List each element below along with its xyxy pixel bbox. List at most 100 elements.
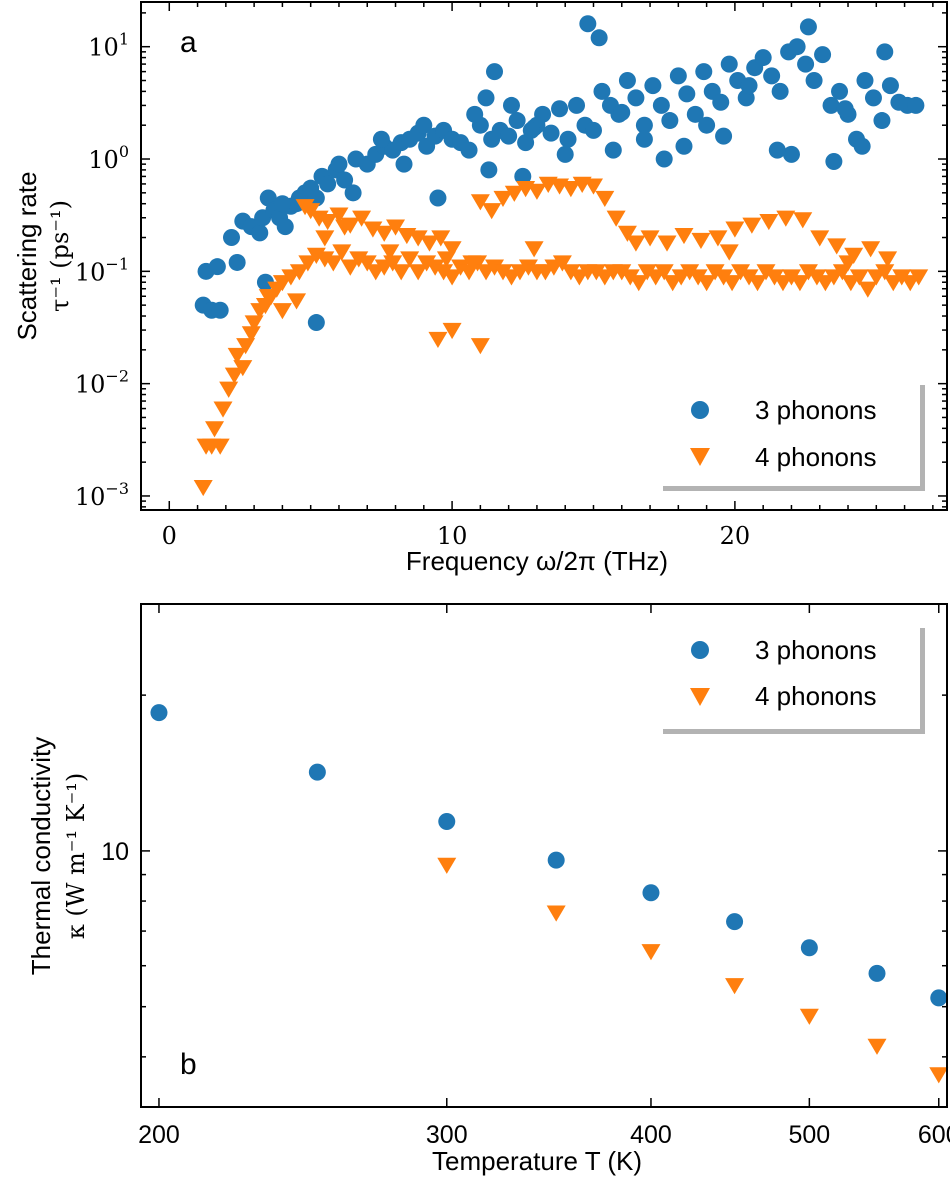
panel-a-three-phonon-point [782,145,800,163]
panel-a-four-phonon-point [335,219,355,236]
panel-a-three-phonon-point [678,85,696,103]
panel-a-three-phonon-point [466,105,484,123]
panel-a-y-tick-label: 10−3 [75,479,129,511]
panel-a-four-phonon-point [861,241,881,258]
panel-b-four-phonon-point [725,978,745,995]
panel-a-four-phonon-point [442,241,462,258]
panel-a-four-phonon-point [810,230,830,247]
panel-b-three-phonon-point [868,964,886,982]
panel-a-four-phonon-point [722,275,742,292]
panel-a-four-phonon-point [233,360,253,377]
panel-a-four-phonon-point [431,230,451,247]
panel-a-x-tick-label: 0 [162,522,177,550]
panel-a-four-phonon-point [193,479,213,497]
panel-a-label: a [180,26,197,59]
panel-a-legend-box [658,380,920,486]
panel-a-three-phonon-point [604,141,622,159]
panel-a-four-phonon-point [442,322,462,340]
panel-a-three-phonon-point [876,43,894,61]
panel-a-four-phonon-point [363,221,383,238]
panel-a-four-phonon-point [518,259,538,276]
panel-a-four-phonon-point [482,203,502,220]
panel-a-y-tick-base: 10 [75,258,106,286]
panel-a-x-axis-title: Frequency ω/2π (THz) [406,546,668,576]
panel-a-four-phonon-point [654,264,674,281]
panel-a-four-phonon-point [708,230,728,247]
panel-a-four-phonon-point [606,210,626,227]
panel-a-four-phonon-point [417,255,437,272]
panel-a-four-phonon-point [205,421,225,438]
panel-a-three-phonon-point [330,155,348,173]
panel-a-three-phonon-point [480,161,498,179]
panel-a-three-phonon-point [805,72,823,90]
panel-b-four-phonon-point [929,1067,949,1084]
panel-a-legend: 3 phonons 4 phonons [658,380,925,491]
panel-b-x-tick-label: 400 [630,1121,672,1149]
panel-a-three-phonon-point [460,141,478,159]
panel-a-four-phonon-point [858,281,878,298]
panel-a-three-phonon-point [222,229,240,247]
panel-b-thermal-conductivity: 20030040050060010 b 3 phonons 4 phonons … [26,603,950,1176]
panel-a-four-phonon-point [742,217,762,234]
panel-a-four-phonon-point [436,251,456,268]
panel-a-four-phonon-point [258,289,278,306]
panel-a-three-phonon-point [593,82,611,100]
panel-a-four-phonon-point [241,326,261,343]
panel-b-three-phonon-point [547,851,565,869]
panel-a-three-phonon-point [661,112,679,130]
panel-a-four-phonon-point [748,275,768,292]
legend-label-4-phonons: 4 phonons [755,442,876,472]
panel-a-four-phonon-point [244,315,264,332]
panel-a-four-phonon-point [719,244,739,261]
panel-b-x-tick-label: 200 [138,1121,180,1149]
panel-a-four-phonon-point [219,381,239,398]
panel-a-four-phonon-point [504,185,524,202]
panel-a-four-phonon-point [352,210,372,227]
panel-a-three-phonon-point [251,224,269,242]
panel-a-four-phonon-point [849,269,869,286]
panel-a-four-phonon-point [838,255,858,272]
panel-a-four-phonon-point [657,235,677,252]
panel-a-three-phonon-point [695,63,713,81]
panel-a-three-phonon-point [907,96,925,114]
panel-a-three-phonon-point [652,96,670,114]
panel-a-three-phonon-point [344,184,362,202]
panel-a-three-phonon-point [514,167,532,185]
panel-a-four-phonon-point [272,303,292,320]
panel-a-y-tick-base: 10 [75,371,106,399]
panel-b-four-phonon-point [641,944,661,961]
panel-a-four-phonon-point [776,210,796,227]
panel-a-three-phonon-point [788,38,806,56]
panel-a-four-phonon-point [561,181,581,198]
panel-a-four-phonon-point [289,264,309,281]
panel-a-three-phonon-point [551,100,569,118]
panel-a-three-phonon-point [208,258,226,276]
panel-a-three-phonon-point [477,89,495,107]
panel-a-four-phonon-point [875,264,895,281]
panel-a-four-phonon-point [807,269,827,286]
panel-a-three-phonon-point [429,189,447,207]
panel-a-four-phonon-point [493,190,513,207]
panel-b-axes-frame [140,603,948,1108]
legend-label-4-phonons-b: 4 phonons [755,681,876,711]
panel-a-three-phonon-point [579,15,597,33]
panel-b-four-phonon-point [437,857,457,874]
panel-a-four-phonon-point [210,438,230,455]
legend-marker-4-phonons [690,448,710,466]
panel-a-three-phonon-point [763,67,781,85]
panel-b-x-tick-label: 600 [918,1121,950,1149]
panel-a-three-phonon-point [825,153,843,171]
panel-a-three-phonon-point [613,103,631,121]
panel-a-y-tick-base: 10 [75,483,106,511]
panel-a-four-phonon-point [318,213,338,231]
panel-a-four-phonon-point [561,264,581,281]
panel-a-three-phonon-point [881,77,899,95]
panel-a-three-phonon-point [256,273,274,291]
panel-a-three-phonon-point [522,121,540,139]
panel-b-three-phonon-point [308,763,326,781]
panel-b-y-axis-title: Thermal conductivity κ (W m⁻¹ K⁻¹) [26,737,90,975]
panel-a-four-phonon-point [383,255,403,272]
panel-a-four-phonon-point [459,264,479,281]
panel-a-four-phonon-point [691,232,711,250]
panel-a-three-phonon-point [307,314,325,332]
